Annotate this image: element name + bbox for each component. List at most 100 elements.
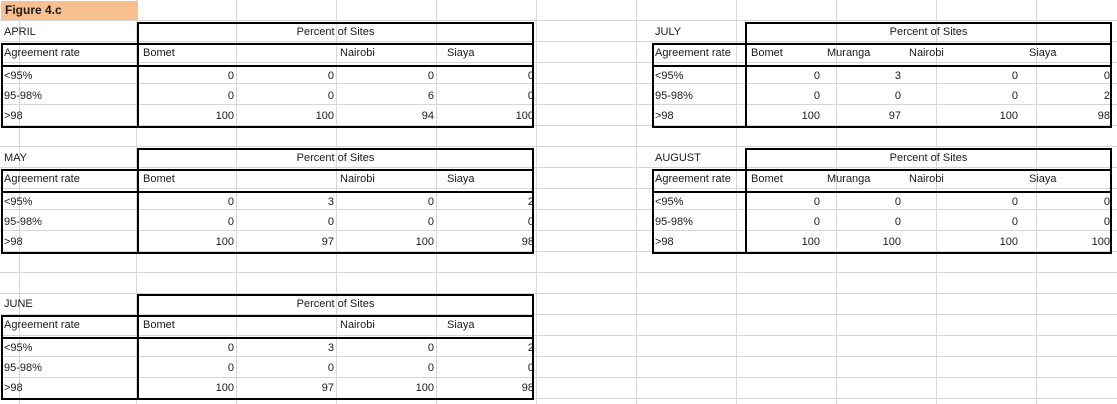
table-cell[interactable]: 0 [813, 216, 820, 228]
figure-title[interactable]: Figure 4.c [1, 1, 138, 20]
table-cell[interactable]: 0 [813, 90, 820, 102]
table-cell[interactable]: 0 [1011, 196, 1018, 208]
column-header-bomet[interactable]: Bomet [143, 173, 175, 185]
table-cell[interactable]: 0 [1103, 70, 1110, 82]
table-cell[interactable]: 100 [1091, 236, 1110, 248]
column-header-muranga[interactable]: Muranga [827, 47, 871, 59]
table-cell[interactable]: 0 [1011, 90, 1018, 102]
agreement-rate-header[interactable]: Agreement rate [655, 47, 731, 59]
row-label[interactable]: <95% [4, 70, 33, 82]
table-cell[interactable]: 2 [527, 196, 534, 208]
table-cell[interactable]: 100 [999, 236, 1018, 248]
table-cell[interactable]: 97 [888, 110, 901, 122]
percent-of-sites-header[interactable]: Percent of Sites [296, 298, 375, 310]
row-label[interactable]: >98 [4, 236, 23, 248]
table-cell[interactable]: 3 [894, 70, 901, 82]
table-cell[interactable]: 0 [527, 70, 534, 82]
row-label[interactable]: >98 [4, 382, 23, 394]
table-cell[interactable]: 100 [415, 236, 434, 248]
row-label[interactable]: 95-98% [655, 216, 693, 228]
table-cell[interactable]: 0 [527, 90, 534, 102]
column-header-nairobi[interactable]: Nairobi [340, 47, 375, 59]
table-cell[interactable]: 0 [1103, 216, 1110, 228]
row-label[interactable]: >98 [655, 236, 674, 248]
table-cell[interactable]: 0 [327, 216, 334, 228]
table-cell[interactable]: 3 [327, 196, 334, 208]
row-label[interactable]: >98 [655, 110, 674, 122]
percent-of-sites-header[interactable]: Percent of Sites [889, 26, 968, 38]
table-cell[interactable]: 0 [327, 70, 334, 82]
column-header-muranga[interactable]: Muranga [827, 173, 871, 185]
table-cell[interactable]: 97 [321, 382, 334, 394]
table-cell[interactable]: 0 [327, 362, 334, 374]
percent-of-sites-header[interactable]: Percent of Sites [889, 152, 968, 164]
table-cell[interactable]: 0 [227, 70, 234, 82]
table-cell[interactable]: 6 [427, 90, 434, 102]
column-header-nairobi[interactable]: Nairobi [340, 173, 375, 185]
table-cell[interactable]: 0 [227, 90, 234, 102]
table-cell[interactable]: 0 [527, 216, 534, 228]
table-cell[interactable]: 98 [521, 382, 534, 394]
table-cell[interactable]: 0 [427, 362, 434, 374]
table-cell[interactable]: 98 [521, 236, 534, 248]
row-label[interactable]: 95-98% [4, 216, 42, 228]
table-cell[interactable]: 94 [421, 110, 434, 122]
percent-of-sites-header[interactable]: Percent of Sites [296, 26, 375, 38]
month-label-june[interactable]: JUNE [4, 298, 33, 310]
column-header-siaya[interactable]: Siaya [447, 319, 475, 331]
column-header-bomet[interactable]: Bomet [751, 47, 783, 59]
table-cell[interactable]: 0 [227, 216, 234, 228]
table-cell[interactable]: 2 [527, 342, 534, 354]
row-label[interactable]: <95% [655, 196, 684, 208]
table-cell[interactable]: 2 [1103, 90, 1110, 102]
table-cell[interactable]: 0 [813, 70, 820, 82]
month-label-august[interactable]: AUGUST [655, 152, 701, 164]
column-header-siaya[interactable]: Siaya [447, 47, 475, 59]
table-cell[interactable]: 0 [427, 342, 434, 354]
column-header-bomet[interactable]: Bomet [143, 47, 175, 59]
agreement-rate-header[interactable]: Agreement rate [4, 319, 80, 331]
table-cell[interactable]: 100 [415, 382, 434, 394]
table-cell[interactable]: 0 [1011, 70, 1018, 82]
table-cell[interactable]: 0 [227, 342, 234, 354]
row-label[interactable]: >98 [4, 110, 23, 122]
column-header-nairobi[interactable]: Nairobi [909, 47, 944, 59]
table-cell[interactable]: 0 [894, 196, 901, 208]
percent-of-sites-header[interactable]: Percent of Sites [296, 152, 375, 164]
table-cell[interactable]: 100 [801, 110, 820, 122]
table-cell[interactable]: 100 [215, 110, 234, 122]
row-label[interactable]: 95-98% [4, 362, 42, 374]
table-cell[interactable]: 97 [321, 236, 334, 248]
table-cell[interactable]: 3 [327, 342, 334, 354]
column-header-bomet[interactable]: Bomet [751, 173, 783, 185]
agreement-rate-header[interactable]: Agreement rate [4, 47, 80, 59]
column-header-siaya[interactable]: Siaya [447, 173, 475, 185]
table-cell[interactable]: 100 [882, 236, 901, 248]
column-header-nairobi[interactable]: Nairobi [340, 319, 375, 331]
column-header-siaya[interactable]: Siaya [1029, 173, 1057, 185]
table-cell[interactable]: 100 [999, 110, 1018, 122]
table-cell[interactable]: 0 [527, 362, 534, 374]
table-cell[interactable]: 100 [315, 110, 334, 122]
agreement-rate-header[interactable]: Agreement rate [4, 173, 80, 185]
table-cell[interactable]: 0 [427, 196, 434, 208]
row-label[interactable]: 95-98% [655, 90, 693, 102]
table-cell[interactable]: 100 [215, 236, 234, 248]
table-cell[interactable]: 0 [1011, 216, 1018, 228]
row-label[interactable]: 95-98% [4, 90, 42, 102]
table-cell[interactable]: 0 [327, 90, 334, 102]
agreement-rate-header[interactable]: Agreement rate [655, 173, 731, 185]
row-label[interactable]: <95% [4, 196, 33, 208]
table-cell[interactable]: 0 [427, 216, 434, 228]
table-cell[interactable]: 0 [894, 90, 901, 102]
table-cell[interactable]: 100 [215, 382, 234, 394]
row-label[interactable]: <95% [655, 70, 684, 82]
month-label-may[interactable]: MAY [4, 152, 28, 164]
month-label-july[interactable]: JULY [655, 26, 682, 38]
column-header-siaya[interactable]: Siaya [1029, 47, 1057, 59]
column-header-bomet[interactable]: Bomet [143, 319, 175, 331]
table-cell[interactable]: 0 [427, 70, 434, 82]
table-cell[interactable]: 0 [813, 196, 820, 208]
table-cell[interactable]: 100 [801, 236, 820, 248]
